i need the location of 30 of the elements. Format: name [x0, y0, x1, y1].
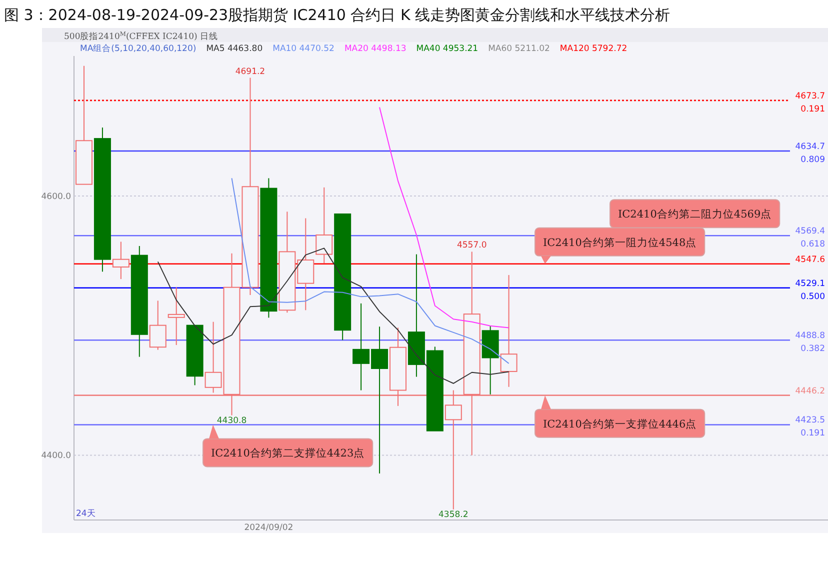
ref-line-label: 4488.8 0.382 — [795, 331, 825, 354]
chart-title: 图 3：2024-08-19-2024-09-23股指期货 IC2410 合约日 K 线走势图黄金分割线和水平线技术分析 — [4, 6, 670, 24]
text: MA20 4498.13 — [344, 44, 406, 54]
annotation: IC2410合约第二支撑位4423点 — [211, 446, 365, 460]
annotation: 24天 — [76, 508, 96, 519]
annotation: 4557.0 — [456, 240, 487, 251]
legend-label: MA40 4953.21 — [416, 44, 478, 54]
ref-line-label: 4569.4 0.618 — [795, 226, 825, 250]
ref-line-label: 4673.7 0.191 — [795, 91, 825, 114]
legend-label: MA120 5792.72 — [560, 44, 628, 54]
annotation: 4691.2 — [235, 66, 266, 77]
annotation: 4358.2 — [438, 510, 468, 520]
x-tick-label: 2024/09/02 — [244, 523, 294, 533]
annotation: IC2410合约第二阻力位4569点 — [618, 208, 772, 221]
ref-line-label: 4423.5 0.191 — [795, 416, 825, 439]
ref-line-label: 4529.1 0.500 — [795, 278, 825, 302]
legend-title: MA组合(5,10,20,40,60,120) — [80, 43, 196, 54]
legend-label: MA60 5211.02 — [488, 44, 550, 54]
text: MA10 4470.52 — [272, 44, 334, 54]
line-series — [379, 106, 510, 328]
y-tick-label: 4400.0 — [41, 451, 71, 462]
text: MA5 4463.80 — [206, 44, 263, 54]
y-tick-label: 4600.0 — [41, 192, 71, 202]
chart-subtitle: 500股指2410$^{M}$(CFFEX IC2410) 日线 — [64, 30, 218, 42]
annotation: IC2410合约第一支撑位4446点 — [543, 417, 697, 430]
ref-line-label: 4547.6 — [795, 254, 825, 265]
annotation: IC2410合约第一阻力位4548点 — [543, 236, 697, 249]
ref-line-label: 4634.7 0.809 — [795, 142, 825, 166]
annotation: 4430.8 — [216, 416, 247, 426]
ref-line-label: 4446.2 — [795, 386, 825, 396]
